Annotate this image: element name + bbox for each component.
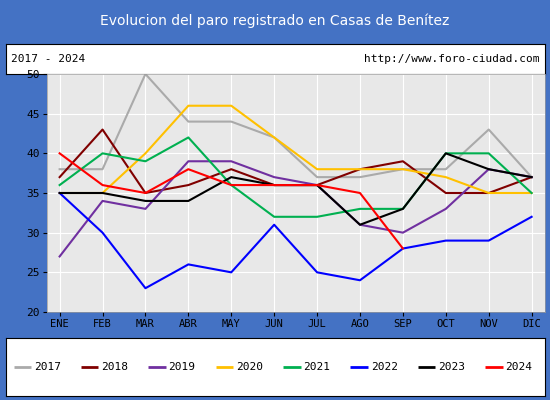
Text: 2019: 2019 [168,362,196,372]
Text: 2017: 2017 [34,362,61,372]
Text: 2023: 2023 [438,362,465,372]
Text: 2017 - 2024: 2017 - 2024 [11,54,85,64]
Text: http://www.foro-ciudad.com: http://www.foro-ciudad.com [364,54,539,64]
Text: 2021: 2021 [303,362,331,372]
Text: 2024: 2024 [505,362,532,372]
Text: 2018: 2018 [101,362,128,372]
Text: Evolucion del paro registrado en Casas de Benítez: Evolucion del paro registrado en Casas d… [100,14,450,28]
Text: 2020: 2020 [236,362,263,372]
Text: 2022: 2022 [371,362,398,372]
